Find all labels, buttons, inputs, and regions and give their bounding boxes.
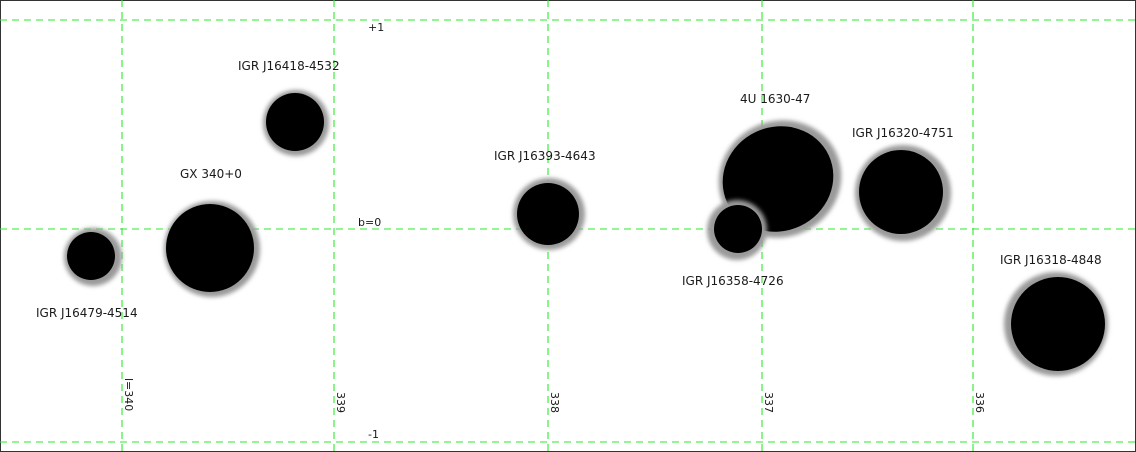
source-blob-igr-j16358-4726 bbox=[707, 200, 767, 260]
lon-label-340: l=340 bbox=[122, 378, 135, 411]
source-labels: IGR J16418-4532 GX 340+0 IGR J16479-4514… bbox=[36, 59, 1102, 320]
longitude-labels: l=340 339 338 337 336 bbox=[122, 378, 986, 413]
source-label-igr-j16358-4726: IGR J16358-4726 bbox=[682, 274, 784, 288]
source-blob-igr-j16418-4532 bbox=[263, 90, 329, 156]
lon-label-337: 337 bbox=[762, 392, 775, 413]
source-blob-igr-j16320-4751 bbox=[855, 145, 951, 241]
lat-label-minus1: -1 bbox=[368, 428, 379, 441]
lon-label-338: 338 bbox=[548, 392, 561, 413]
source-label-igr-j16320-4751: IGR J16320-4751 bbox=[852, 126, 954, 140]
lon-label-339: 339 bbox=[334, 392, 347, 413]
source-label-igr-j16318-4848: IGR J16318-4848 bbox=[1000, 253, 1102, 267]
source-label-gx-340: GX 340+0 bbox=[180, 167, 242, 181]
source-blobs bbox=[64, 90, 1108, 376]
source-blob-igr-j16318-4848 bbox=[1004, 272, 1108, 376]
lat-label-0: b=0 bbox=[358, 216, 381, 229]
source-label-igr-j16479-4514: IGR J16479-4514 bbox=[36, 306, 138, 320]
source-label-igr-j16393-4643: IGR J16393-4643 bbox=[494, 149, 596, 163]
source-blob-gx-340 bbox=[164, 201, 260, 297]
latitude-labels: +1 b=0 -1 bbox=[358, 21, 384, 441]
source-label-4u-1630-47: 4U 1630-47 bbox=[740, 92, 810, 106]
lat-label-plus1: +1 bbox=[368, 21, 384, 34]
source-blob-igr-j16393-4643 bbox=[513, 178, 585, 250]
source-label-igr-j16418-4532: IGR J16418-4532 bbox=[238, 59, 340, 73]
source-blob-igr-j16479-4514 bbox=[64, 228, 122, 286]
lon-label-336: 336 bbox=[973, 392, 986, 413]
